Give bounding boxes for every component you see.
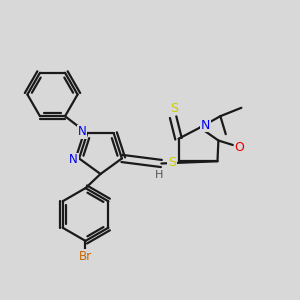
Text: N: N xyxy=(77,125,86,138)
Text: Br: Br xyxy=(79,250,92,263)
Text: N: N xyxy=(201,119,210,132)
Text: S: S xyxy=(168,156,176,169)
Text: N: N xyxy=(69,154,78,166)
Text: S: S xyxy=(170,102,178,115)
Text: O: O xyxy=(235,142,244,154)
Text: H: H xyxy=(155,170,163,180)
